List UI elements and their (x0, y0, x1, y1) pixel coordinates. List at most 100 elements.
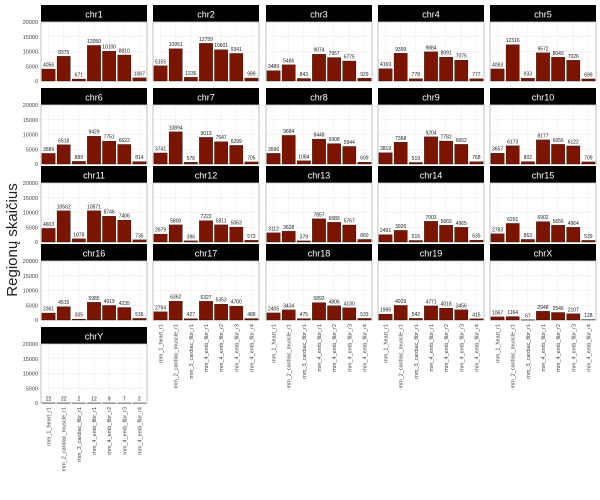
data-label-chr3-mm_4_emb_fibr_r3: 6775 (344, 55, 355, 61)
data-label-chr2-mm_2_cardiac_muscle_r1: 10951 (169, 42, 183, 48)
data-label-chr8-mm_3_cardiac_fibr_r1: 1084 (298, 154, 309, 160)
bar-chr16-mm_1_heart_r1 (41, 312, 56, 321)
facet-strip-chr5 (490, 5, 596, 22)
data-label-chr7-mm_3_cardiac_fibr_r1: 576 (187, 156, 196, 162)
bar-chr13-mm_2_cardiac_muscle_r1 (281, 231, 296, 243)
data-label-chr9-mm_4_emb_fibr_r1: 9204 (425, 130, 436, 136)
bar-chr15-mm_2_cardiac_muscle_r1 (505, 223, 520, 243)
bar-chr6-mm_1_heart_r1 (41, 153, 56, 165)
data-label-chr8-mm_4_emb_fibr_r3: 5944 (344, 140, 355, 146)
data-label-chry-mm_2_cardiac_muscle_r1: 22 (61, 396, 67, 402)
bar-chr5-mm_4_emb_fibr_r1 (536, 52, 550, 82)
x-tick-label-chrx: mm_4_emb_fibr_r4 (586, 324, 592, 372)
bar-chr6-mm_3_cardiac_fibr_r1 (72, 161, 86, 165)
data-label-chr18-mm_2_cardiac_muscle_r1: 3434 (283, 303, 294, 309)
y-tick-label: 5000 (26, 303, 38, 309)
data-label-chr12-mm_4_emb_fibr_r1: 7222 (200, 214, 211, 220)
facet-title-chr12: chr12 (195, 171, 218, 181)
data-label-chr13-mm_2_cardiac_muscle_r1: 3628 (283, 225, 294, 231)
data-label-chr8-mm_4_emb_fibr_r1: 8448 (313, 133, 324, 139)
data-label-chr10-mm_1_heart_r1: 3657 (492, 147, 503, 153)
bar-chr1-mm_3_cardiac_fibr_r1 (72, 78, 86, 82)
data-label-chr9-mm_4_emb_fibr_r4: 768 (472, 155, 481, 161)
bar-chr2-mm_4_emb_fibr_r1 (199, 43, 213, 82)
data-label-chr19-mm_4_emb_fibr_r2: 4018 (441, 302, 452, 308)
data-label-chr18-mm_4_emb_fibr_r4: 533 (360, 312, 369, 318)
bar-chr18-mm_3_cardiac_fibr_r1 (297, 318, 311, 321)
bar-chr14-mm_4_emb_fibr_r1 (424, 221, 438, 243)
data-label-chr3-mm_4_emb_fibr_r4: 929 (360, 72, 369, 78)
y-tick-label: 5000 (26, 386, 38, 392)
bar-chr15-mm_4_emb_fibr_r4 (581, 240, 596, 243)
bar-chr15-mm_4_emb_fibr_r2 (551, 225, 565, 243)
y-tick-label: 15000 (23, 35, 38, 41)
bar-chr10-mm_4_emb_fibr_r1 (536, 139, 550, 165)
data-label-chr6-mm_1_heart_r1: 3589 (43, 147, 54, 153)
bar-chr1-mm_4_emb_fibr_r3 (117, 54, 132, 82)
bar-chrx-mm_4_emb_fibr_r2 (551, 312, 565, 321)
bar-chr17-mm_2_cardiac_muscle_r1 (168, 301, 183, 321)
data-label-chr4-mm_4_emb_fibr_r1: 9884 (425, 45, 436, 51)
data-label-chr4-mm_4_emb_fibr_r3: 7075 (456, 54, 467, 60)
bar-chr8-mm_3_cardiac_fibr_r1 (297, 160, 311, 165)
data-label-chr17-mm_4_emb_fibr_r4: 488 (247, 312, 256, 318)
y-tick-label: 10000 (23, 372, 38, 378)
bar-chr18-mm_4_emb_fibr_r1 (312, 302, 326, 321)
bar-chr13-mm_4_emb_fibr_r1 (312, 218, 326, 243)
x-tick-label-chr19: mm_1_heart_r1 (384, 324, 390, 363)
data-label-chr13-mm_1_heart_r1: 3112 (268, 226, 279, 232)
bar-chrx-mm_4_emb_fibr_r3 (566, 313, 581, 321)
data-label-chr18-mm_4_emb_fibr_r3: 4130 (344, 301, 355, 307)
y-tick-label: 10000 (23, 211, 38, 217)
data-label-chr11-mm_4_emb_fibr_r4: 735 (135, 233, 144, 239)
x-tick-label-chr19: mm_3_cardiac_fibr_r1 (414, 324, 420, 379)
bar-chr11-mm_4_emb_fibr_r1 (87, 210, 101, 243)
bar-chr4-mm_2_cardiac_muscle_r1 (393, 53, 408, 82)
data-label-chr10-mm_3_cardiac_fibr_r1: 802 (524, 155, 533, 161)
bar-chr11-mm_4_emb_fibr_r4 (132, 239, 147, 243)
data-label-chry-mm_1_heart_r1: 22 (46, 396, 52, 402)
x-tick-label-chr18: mm_3_cardiac_fibr_r1 (302, 324, 308, 379)
y-tick-label: 20000 (23, 181, 38, 187)
bar-chr4-mm_4_emb_fibr_r1 (424, 51, 438, 82)
bar-chr7-mm_4_emb_fibr_r2 (214, 141, 228, 165)
bar-chr15-mm_4_emb_fibr_r3 (566, 227, 581, 243)
x-tick-label-chr17: mm_3_cardiac_fibr_r1 (189, 324, 195, 379)
x-tick-label-chr18: mm_4_emb_fibr_r4 (362, 324, 368, 372)
data-label-chr19-mm_2_cardiac_muscle_r1: 4929 (395, 299, 406, 305)
bar-chr16-mm_4_emb_fibr_r1 (87, 302, 101, 321)
facet-title-chr15: chr15 (532, 171, 555, 181)
y-tick-label: 0 (35, 79, 38, 85)
y-tick-label: 5000 (26, 225, 38, 231)
data-label-chrx-mm_4_emb_fibr_r2: 2546 (553, 306, 564, 312)
bar-chr2-mm_4_emb_fibr_r3 (229, 53, 244, 82)
facet-strip-chr3 (266, 5, 372, 22)
x-tick-label-chr19: mm_4_emb_fibr_r1 (429, 324, 435, 372)
bar-chr9-mm_3_cardiac_fibr_r1 (409, 162, 423, 165)
bar-chr3-mm_4_emb_fibr_r4 (357, 78, 372, 82)
data-label-chr17-mm_2_cardiac_muscle_r1: 6362 (170, 295, 181, 301)
facet-title-chrx: chrX (534, 249, 553, 259)
bar-chr18-mm_1_heart_r1 (266, 312, 281, 321)
data-label-chr18-mm_4_emb_fibr_r1: 5892 (313, 296, 324, 302)
bar-chr19-mm_4_emb_fibr_r2 (439, 307, 453, 321)
data-label-chr10-mm_4_emb_fibr_r3: 6122 (568, 139, 579, 145)
bar-chr5-mm_4_emb_fibr_r3 (566, 60, 581, 82)
data-label-chr18-mm_1_heart_r1: 2405 (268, 306, 279, 312)
data-label-chr5-mm_4_emb_fibr_r4: 699 (584, 72, 593, 78)
bar-chr11-mm_3_cardiac_fibr_r1 (72, 238, 86, 243)
x-tick-label-chr18: mm_2_cardiac_muscle_r1 (287, 324, 293, 389)
x-tick-label-chr17: mm_4_emb_fibr_r1 (204, 324, 210, 372)
x-tick-label-chry: mm_4_emb_fibr_r3 (122, 407, 128, 455)
data-label-chr7-mm_1_heart_r1: 3741 (155, 146, 166, 152)
bar-chr16-mm_4_emb_fibr_r3 (117, 307, 132, 321)
data-label-chr9-mm_3_cardiac_fibr_r1: 519 (412, 156, 421, 162)
bar-chr12-mm_4_emb_fibr_r4 (244, 240, 259, 243)
data-label-chr5-mm_4_emb_fibr_r3: 7026 (568, 54, 579, 60)
bar-chr4-mm_4_emb_fibr_r3 (454, 59, 469, 82)
y-tick-label: 10000 (23, 289, 38, 295)
bar-chr14-mm_4_emb_fibr_r4 (469, 239, 484, 243)
data-label-chr15-mm_3_cardiac_fibr_r1: 863 (524, 233, 533, 239)
bar-chr6-mm_4_emb_fibr_r3 (117, 144, 132, 165)
data-label-chr17-mm_4_emb_fibr_r3: 4700 (231, 300, 242, 306)
